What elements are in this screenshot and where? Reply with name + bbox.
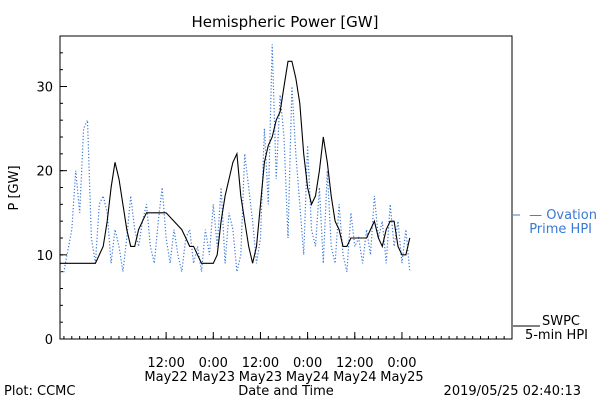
legend-swpc-label-line2: 5-min HPI	[525, 328, 588, 343]
series-line-ovation-prime-hpi	[60, 44, 411, 273]
y-tick-label: 20	[36, 165, 53, 180]
x-tick-time-label: 12:00	[147, 356, 184, 371]
y-tick-label: 10	[36, 249, 53, 264]
x-tick-time-label: 0:00	[387, 356, 416, 371]
y-tick-label: 0	[45, 333, 53, 348]
series-layer	[60, 44, 411, 273]
x-tick-date-label: May22	[144, 370, 187, 385]
y-axis-label: P [GW]	[7, 165, 22, 210]
timestamp: 2019/05/25 02:40:13	[444, 384, 581, 399]
x-axis-ticks: 12:00May220:00May2312:00May230:00May2412…	[144, 332, 424, 385]
x-tick-date-label: May23	[192, 370, 235, 385]
legend-ovation-label-line2: Prime HPI	[529, 222, 592, 237]
x-tick-time-label: 0:00	[199, 356, 228, 371]
series-line-swpc-5-min-hpi	[60, 60, 411, 264]
x-tick-time-label: 0:00	[293, 356, 322, 371]
x-tick-date-label: May24	[333, 370, 376, 385]
y-tick-label: 30	[36, 81, 53, 96]
y-axis-ticks: 0 10 20 30	[36, 81, 67, 348]
chart-title: Hemispheric Power [GW]	[192, 13, 379, 31]
legend-swpc-label-line1: SWPC	[542, 314, 580, 329]
x-tick-date-label: May24	[286, 370, 329, 385]
x-tick-time-label: 12:00	[336, 356, 373, 371]
x-axis-label: Date and Time	[238, 384, 334, 399]
x-tick-date-label: May25	[380, 370, 423, 385]
x-tick-date-label: May23	[239, 370, 282, 385]
x-tick-time-label: 12:00	[242, 356, 279, 371]
legend-ovation-label-line1: — Ovation	[529, 208, 597, 223]
plot-credit: Plot: CCMC	[4, 384, 75, 399]
